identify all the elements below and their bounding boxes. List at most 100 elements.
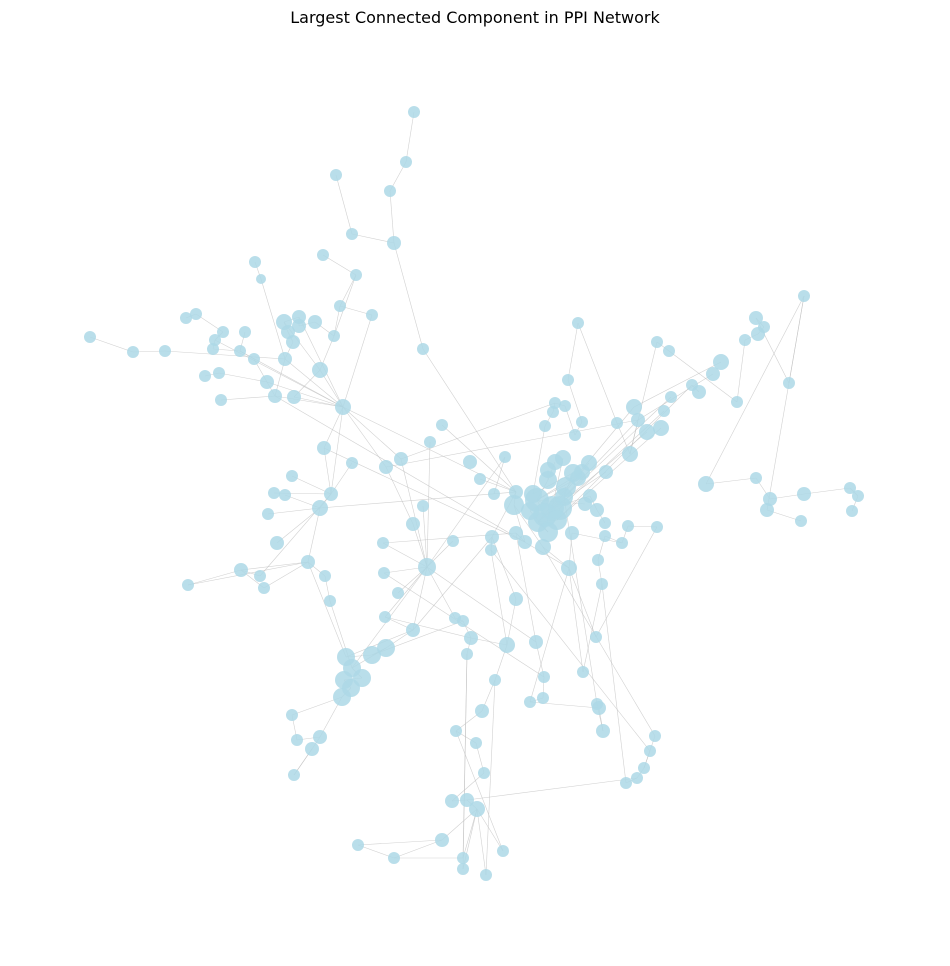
network-node xyxy=(797,487,811,501)
network-node xyxy=(256,274,266,284)
network-edge xyxy=(568,567,584,673)
network-node xyxy=(577,666,589,678)
network-node xyxy=(319,570,331,582)
network-node xyxy=(445,794,459,808)
network-edge xyxy=(422,348,517,493)
network-edge xyxy=(451,772,485,802)
network-node xyxy=(590,631,602,643)
network-node xyxy=(406,517,420,531)
network-node xyxy=(234,563,248,577)
network-edge xyxy=(335,174,353,235)
network-node xyxy=(509,526,523,540)
network-node xyxy=(469,801,485,817)
network-edge xyxy=(274,395,344,408)
network-node xyxy=(460,793,474,807)
network-node xyxy=(478,767,490,779)
network-edge xyxy=(291,475,332,495)
network-node xyxy=(447,535,459,547)
network-node xyxy=(639,424,655,440)
network-edge xyxy=(164,350,286,360)
network-edge xyxy=(601,583,627,784)
network-node xyxy=(572,317,584,329)
network-node xyxy=(418,558,436,576)
network-node xyxy=(392,587,404,599)
network-edge xyxy=(485,679,496,876)
network-node xyxy=(363,646,381,664)
network-edge xyxy=(515,532,537,643)
network-node xyxy=(549,397,561,409)
network-node xyxy=(463,455,477,469)
network-node xyxy=(317,249,329,261)
network-node xyxy=(576,416,588,428)
network-node xyxy=(590,503,604,517)
network-node xyxy=(480,869,492,881)
network-node xyxy=(328,330,340,342)
network-node xyxy=(288,769,300,781)
network-node xyxy=(631,772,643,784)
network-edge xyxy=(462,808,478,859)
network-node xyxy=(581,455,597,471)
network-node xyxy=(555,488,573,506)
network-edge xyxy=(267,507,321,515)
network-node xyxy=(564,464,582,482)
network-node xyxy=(384,185,396,197)
network-edge xyxy=(307,561,347,658)
network-node xyxy=(366,309,378,321)
network-edge xyxy=(412,536,493,631)
network-node xyxy=(569,429,581,441)
network-node xyxy=(286,709,298,721)
network-node xyxy=(305,742,319,756)
network-edge xyxy=(426,566,537,643)
network-node xyxy=(279,489,291,501)
network-node xyxy=(763,492,777,506)
network-edge xyxy=(385,419,639,468)
chart-title: Largest Connected Component in PPI Netwo… xyxy=(290,8,660,27)
network-node xyxy=(84,331,96,343)
network-edge xyxy=(476,808,504,852)
network-node xyxy=(622,520,634,532)
network-node xyxy=(651,521,663,533)
network-node xyxy=(521,502,539,520)
network-node xyxy=(406,623,420,637)
network-node xyxy=(457,863,469,875)
network-node xyxy=(286,470,298,482)
edge-layer xyxy=(89,111,859,876)
network-edge xyxy=(476,808,487,876)
network-edge xyxy=(400,458,428,568)
network-node xyxy=(239,326,251,338)
network-node xyxy=(254,570,266,582)
network-node xyxy=(539,471,557,489)
network-node xyxy=(213,367,225,379)
network-node xyxy=(424,436,436,448)
network-node xyxy=(538,522,558,542)
network-node xyxy=(846,505,858,517)
network-node xyxy=(559,400,571,412)
network-edge xyxy=(455,730,504,852)
network-edge xyxy=(342,314,373,408)
network-node xyxy=(565,526,579,540)
network-node xyxy=(547,406,559,418)
network-node xyxy=(475,704,489,718)
network-node xyxy=(234,345,246,357)
network-node xyxy=(537,692,549,704)
network-node xyxy=(258,582,270,594)
network-edge xyxy=(218,372,268,383)
network-node xyxy=(457,615,469,627)
network-node xyxy=(611,417,623,429)
network-node xyxy=(698,476,714,492)
network-edge xyxy=(567,322,579,381)
network-node xyxy=(461,648,473,660)
network-edge xyxy=(595,526,658,638)
network-node xyxy=(262,508,274,520)
network-node xyxy=(524,696,536,708)
network-node xyxy=(335,399,351,415)
network-edge xyxy=(426,456,506,568)
network-node xyxy=(379,611,391,623)
node-layer xyxy=(84,106,864,881)
network-edge xyxy=(298,316,344,408)
network-node xyxy=(377,537,389,549)
network-node xyxy=(260,375,274,389)
network-node xyxy=(663,345,675,357)
network-node xyxy=(750,472,762,484)
network-node xyxy=(278,352,292,366)
